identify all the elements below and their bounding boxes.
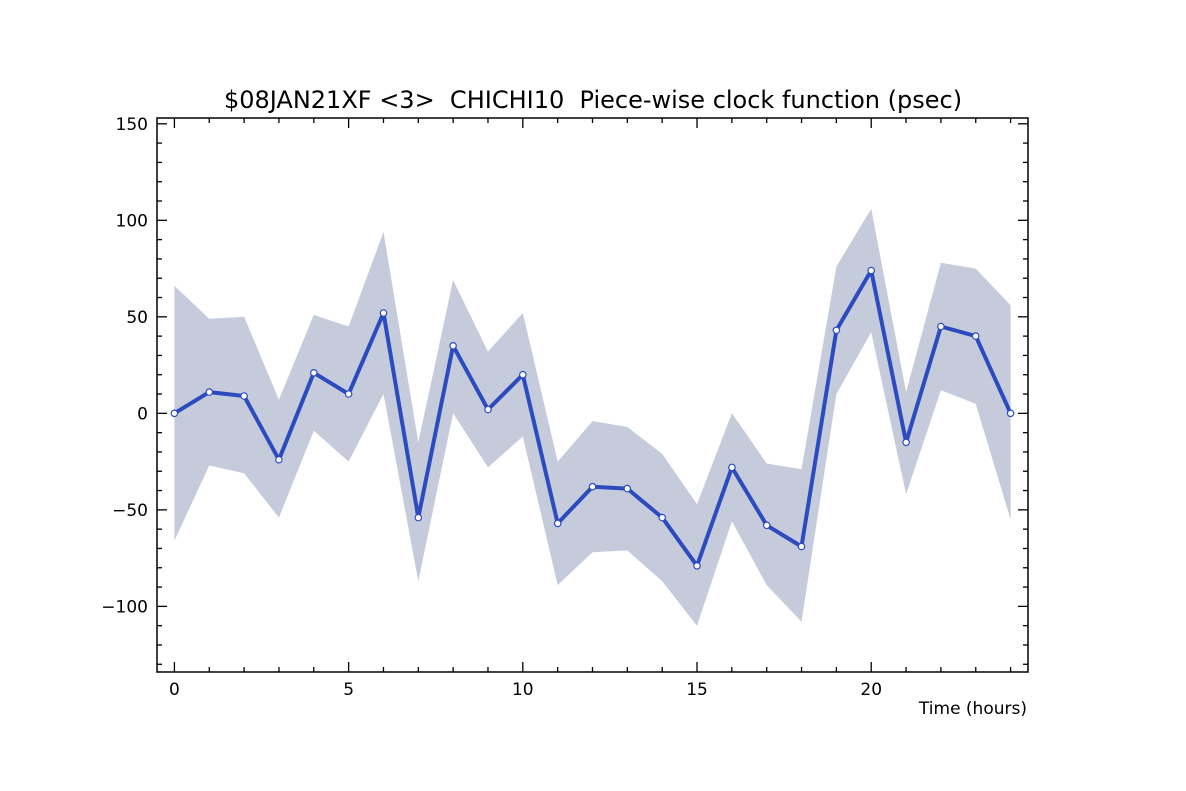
x-tick-label: 15 <box>686 680 708 700</box>
data-point <box>693 561 701 570</box>
y-tick-label: 50 <box>126 308 148 328</box>
x-tick-label: 10 <box>512 680 534 700</box>
y-tick-label: 0 <box>137 404 148 424</box>
data-point <box>971 332 980 340</box>
data-point <box>832 326 841 335</box>
y-tick-labels: −100 −50 0 50 100 150 <box>101 115 148 618</box>
data-point <box>240 392 248 400</box>
data-point <box>275 455 283 464</box>
data-point <box>205 388 214 396</box>
uncertainty-band <box>174 208 1011 626</box>
x-tick-label: 5 <box>343 680 354 700</box>
data-point <box>762 521 771 530</box>
data-point <box>484 405 492 414</box>
x-tick-label: 20 <box>860 680 882 700</box>
data-point <box>588 482 597 491</box>
data-point <box>902 438 910 447</box>
x-tick-label: 0 <box>169 680 180 700</box>
y-tick-label: −50 <box>112 501 148 521</box>
data-point <box>658 513 667 522</box>
data-point <box>553 519 562 528</box>
y-tick-label: 100 <box>116 211 148 231</box>
chart-title: $08JAN21XF <3> CHICHI10 Piece-wise clock… <box>224 86 962 114</box>
data-point <box>623 484 632 493</box>
y-tick-label: −100 <box>101 597 148 617</box>
data-point <box>170 409 179 418</box>
y-tick-label: 150 <box>116 115 148 135</box>
x-tick-labels: 0 5 10 15 20 <box>169 680 882 700</box>
data-point <box>728 463 736 472</box>
data-point <box>344 390 353 398</box>
data-point <box>379 309 388 317</box>
data-point <box>309 368 318 377</box>
tick-mark-layer <box>157 118 1028 672</box>
uncertainty-band-layer <box>174 208 1011 626</box>
data-point <box>449 341 457 350</box>
data-point-layer <box>170 266 1015 570</box>
data-point <box>1006 409 1015 418</box>
data-point <box>518 370 527 379</box>
data-point <box>937 322 945 331</box>
data-point <box>867 266 876 275</box>
data-point <box>414 513 423 522</box>
x-axis-label: Time (hours) <box>918 699 1027 719</box>
data-point <box>797 542 806 551</box>
